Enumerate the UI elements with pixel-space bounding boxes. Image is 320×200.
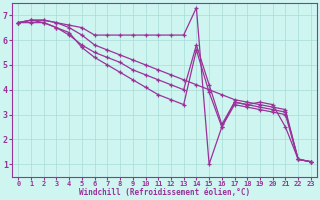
X-axis label: Windchill (Refroidissement éolien,°C): Windchill (Refroidissement éolien,°C) (79, 188, 250, 197)
